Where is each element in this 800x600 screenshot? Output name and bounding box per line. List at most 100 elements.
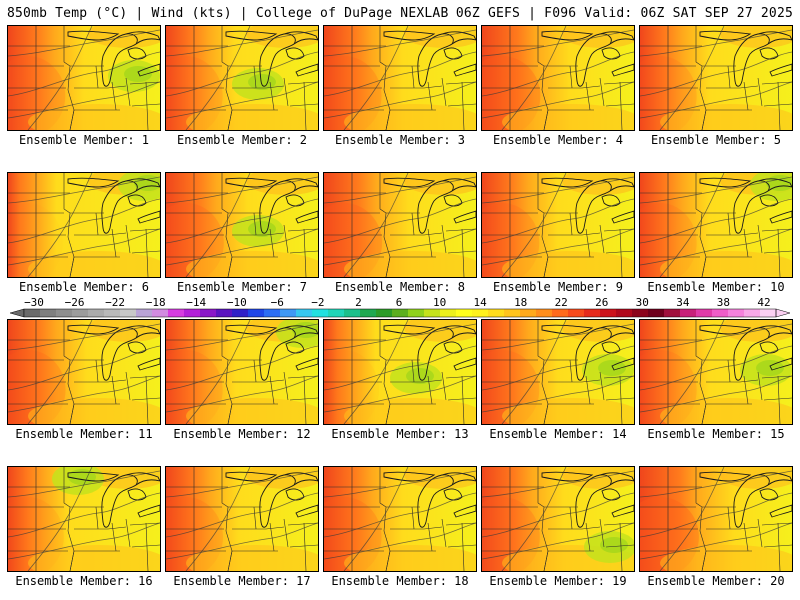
colorbar-tick-label: −30	[24, 296, 44, 309]
colorbar-swatch	[88, 309, 105, 317]
colorbar-swatch	[728, 309, 745, 317]
temperature-map-graphic	[324, 173, 476, 277]
colorbar-swatch	[408, 309, 425, 317]
ensemble-map	[323, 466, 477, 572]
ensemble-member-label: Ensemble Member: 12	[173, 427, 311, 441]
ensemble-member-label: Ensemble Member: 8	[334, 280, 466, 294]
temperature-map-graphic	[640, 320, 792, 424]
colorbar-swatch	[184, 309, 201, 317]
colorbar-swatch	[616, 309, 633, 317]
temperature-map-graphic	[640, 173, 792, 277]
header-left-title: 850mb Temp (°C) | Wind (kts) | College o…	[7, 6, 449, 21]
ensemble-member-label: Ensemble Member: 13	[331, 427, 469, 441]
colorbar-swatch	[424, 309, 441, 317]
colorbar-swatch	[440, 309, 457, 317]
ensemble-panel: Ensemble Member: 12	[165, 319, 319, 441]
ensemble-map	[7, 25, 161, 131]
ensemble-panel: Ensemble Member: 8	[323, 172, 477, 294]
temperature-map-graphic	[482, 26, 634, 130]
colorbar-swatch	[456, 309, 473, 317]
ensemble-map	[7, 319, 161, 425]
ensemble-member-label: Ensemble Member: 10	[647, 280, 785, 294]
temperature-map-graphic	[166, 173, 318, 277]
temperature-map-graphic	[324, 467, 476, 571]
temperature-map-graphic	[8, 467, 160, 571]
colorbar-swatch	[584, 309, 601, 317]
colorbar-swatch	[600, 309, 617, 317]
colorbar-swatch	[664, 309, 681, 317]
colorbar-left-arrow	[9, 308, 25, 318]
ensemble-panel: Ensemble Member: 11	[7, 319, 161, 441]
ensemble-map	[323, 319, 477, 425]
colorbar-swatch	[472, 309, 489, 317]
ensemble-map	[165, 319, 319, 425]
ensemble-map	[639, 172, 793, 278]
colorbar-swatch	[504, 309, 521, 317]
ensemble-member-label: Ensemble Member: 2	[176, 133, 308, 147]
temperature-map-graphic	[324, 320, 476, 424]
colorbar-swatch	[56, 309, 73, 317]
colorbar-swatch	[376, 309, 393, 317]
colorbar-swatch	[24, 309, 41, 317]
ensemble-map	[481, 172, 635, 278]
temperature-map-graphic	[482, 173, 634, 277]
ensemble-panel: Ensemble Member: 16	[7, 466, 161, 588]
colorbar-swatch	[344, 309, 361, 317]
temperature-map-graphic	[8, 320, 160, 424]
ensemble-map	[639, 466, 793, 572]
ensemble-panel: Ensemble Member: 7	[165, 172, 319, 294]
colorbar-swatch	[568, 309, 585, 317]
colorbar-swatch	[520, 309, 537, 317]
colorbar-tick-label: 6	[396, 296, 403, 309]
colorbar-swatch	[632, 309, 649, 317]
temperature-map-graphic	[166, 467, 318, 571]
ensemble-panel: Ensemble Member: 2	[165, 25, 319, 147]
ensemble-member-label: Ensemble Member: 5	[650, 133, 782, 147]
temperature-map-graphic	[166, 26, 318, 130]
colorbar-tick-label: 30	[636, 296, 649, 309]
ensemble-member-label: Ensemble Member: 16	[15, 574, 153, 588]
ensemble-member-label: Ensemble Member: 4	[492, 133, 624, 147]
ensemble-member-label: Ensemble Member: 3	[334, 133, 466, 147]
colorbar-swatch	[552, 309, 569, 317]
temperature-map-graphic	[640, 26, 792, 130]
colorbar-tick-label: 2	[355, 296, 362, 309]
temperature-map-graphic	[8, 173, 160, 277]
temperature-colorbar: −30 −26 −22 −18 −14 −10 −6 −2 2 6 10 14 18 22 26 30 34 38…	[0, 296, 800, 320]
ensemble-panel: Ensemble Member: 19	[481, 466, 635, 588]
colorbar-swatch	[104, 309, 121, 317]
ensemble-member-label: Ensemble Member: 18	[331, 574, 469, 588]
colorbar-swatch	[696, 309, 713, 317]
ensemble-map	[7, 466, 161, 572]
colorbar-tick-label: 42	[757, 296, 770, 309]
ensemble-panel: Ensemble Member: 17	[165, 466, 319, 588]
colorbar-swatch	[200, 309, 217, 317]
temperature-map-graphic	[166, 320, 318, 424]
colorbar-swatch	[152, 309, 169, 317]
ensemble-map	[481, 466, 635, 572]
colorbar-swatch	[680, 309, 697, 317]
ensemble-map	[7, 172, 161, 278]
ensemble-map	[323, 25, 477, 131]
ensemble-map	[165, 172, 319, 278]
colorbar-swatch	[40, 309, 57, 317]
temperature-map-graphic	[8, 26, 160, 130]
colorbar-swatch	[136, 309, 153, 317]
ensemble-member-label: Ensemble Member: 19	[489, 574, 627, 588]
ensemble-panel: Ensemble Member: 20	[639, 466, 793, 588]
colorbar-right-arrow	[775, 308, 791, 318]
ensemble-member-label: Ensemble Member: 17	[173, 574, 311, 588]
colorbar-tick-label: 22	[555, 296, 568, 309]
ensemble-panel: Ensemble Member: 6	[7, 172, 161, 294]
ensemble-panel: Ensemble Member: 15	[639, 319, 793, 441]
colorbar-swatch	[312, 309, 329, 317]
ensemble-member-label: Ensemble Member: 7	[176, 280, 308, 294]
colorbar-swatch	[216, 309, 233, 317]
colorbar-swatch	[392, 309, 409, 317]
colorbar-swatch	[360, 309, 377, 317]
ensemble-member-label: Ensemble Member: 14	[489, 427, 627, 441]
ensemble-map	[639, 25, 793, 131]
ensemble-map	[323, 172, 477, 278]
colorbar-tick-label: −26	[65, 296, 85, 309]
colorbar-tick-label: 18	[514, 296, 527, 309]
